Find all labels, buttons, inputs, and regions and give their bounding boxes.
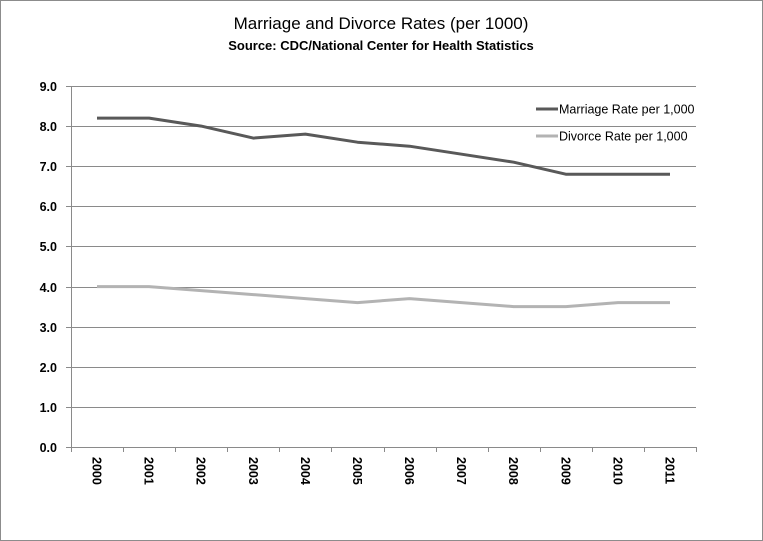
x-tick-label: 2005: [350, 457, 364, 485]
series-lines: [97, 116, 670, 309]
x-tick-label: 2008: [506, 457, 520, 485]
legend: Marriage Rate per 1,000 Divorce Rate per …: [536, 103, 695, 144]
series-line-1: [97, 285, 670, 309]
y-tick-label: 1.0: [40, 401, 57, 415]
x-tick-label: 2011: [662, 457, 676, 484]
x-tick-label: 2001: [142, 457, 156, 485]
y-tick-label: 9.0: [40, 80, 57, 94]
y-tick-label: 0.0: [40, 441, 57, 455]
y-tick-label: 4.0: [40, 281, 57, 295]
y-tick-label: 6.0: [40, 200, 57, 214]
y-tick-label: 7.0: [40, 160, 57, 174]
series-line-0: [97, 116, 670, 176]
legend-label-0: Marriage Rate per 1,000: [559, 103, 695, 117]
y-tick-label: 2.0: [40, 361, 57, 375]
axes: 0.0 1.0 2.0 3.0 4.0 5.0 6.0 7.0 8.0 9.0 2000 2001 20…: [40, 80, 697, 485]
x-tick-label: 2010: [610, 457, 624, 485]
chart-subtitle: Source: CDC/National Center for Health S…: [228, 38, 534, 53]
x-tick-label: 2002: [194, 457, 208, 485]
y-tick-label: 3.0: [40, 321, 57, 335]
x-tick-label: 2007: [454, 457, 468, 485]
x-tick-label: 2003: [246, 457, 260, 485]
legend-label-1: Divorce Rate per 1,000: [559, 130, 688, 144]
x-tick-label: 2000: [90, 457, 104, 485]
y-tick-label: 5.0: [40, 240, 57, 254]
x-tick-label: 2006: [402, 457, 416, 485]
chart-title: Marriage and Divorce Rates (per 1000): [234, 14, 529, 33]
x-tick-label: 2004: [298, 457, 312, 485]
y-tick-label: 8.0: [40, 120, 57, 134]
x-tick-label: 2009: [558, 457, 572, 485]
